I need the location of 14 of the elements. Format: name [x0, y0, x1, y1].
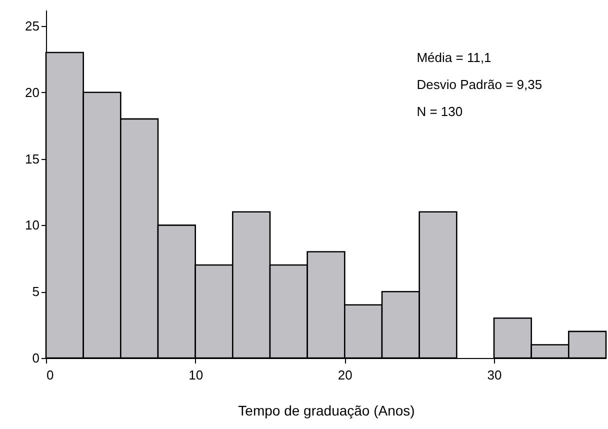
- x-axis-title: Tempo de graduação (Anos): [238, 402, 415, 418]
- y-tick-label: 15: [25, 151, 40, 166]
- x-tick-label: 20: [338, 368, 352, 382]
- x-tick-label: 30: [487, 368, 502, 382]
- y-tick-label: 10: [25, 218, 40, 233]
- x-tick-label: 0: [46, 368, 54, 382]
- y-tick-label: 25: [25, 18, 40, 34]
- y-tick-label: 0: [32, 350, 40, 366]
- annotation: Média = 11,1: [416, 50, 492, 65]
- x-tick-label: 10: [188, 368, 204, 382]
- y-tick-label: 5: [32, 284, 40, 300]
- y-tick-label: 20: [25, 84, 40, 100]
- annotation: N = 130: [416, 104, 463, 119]
- annotation: Desvio Padrão = 9,35: [416, 77, 542, 92]
